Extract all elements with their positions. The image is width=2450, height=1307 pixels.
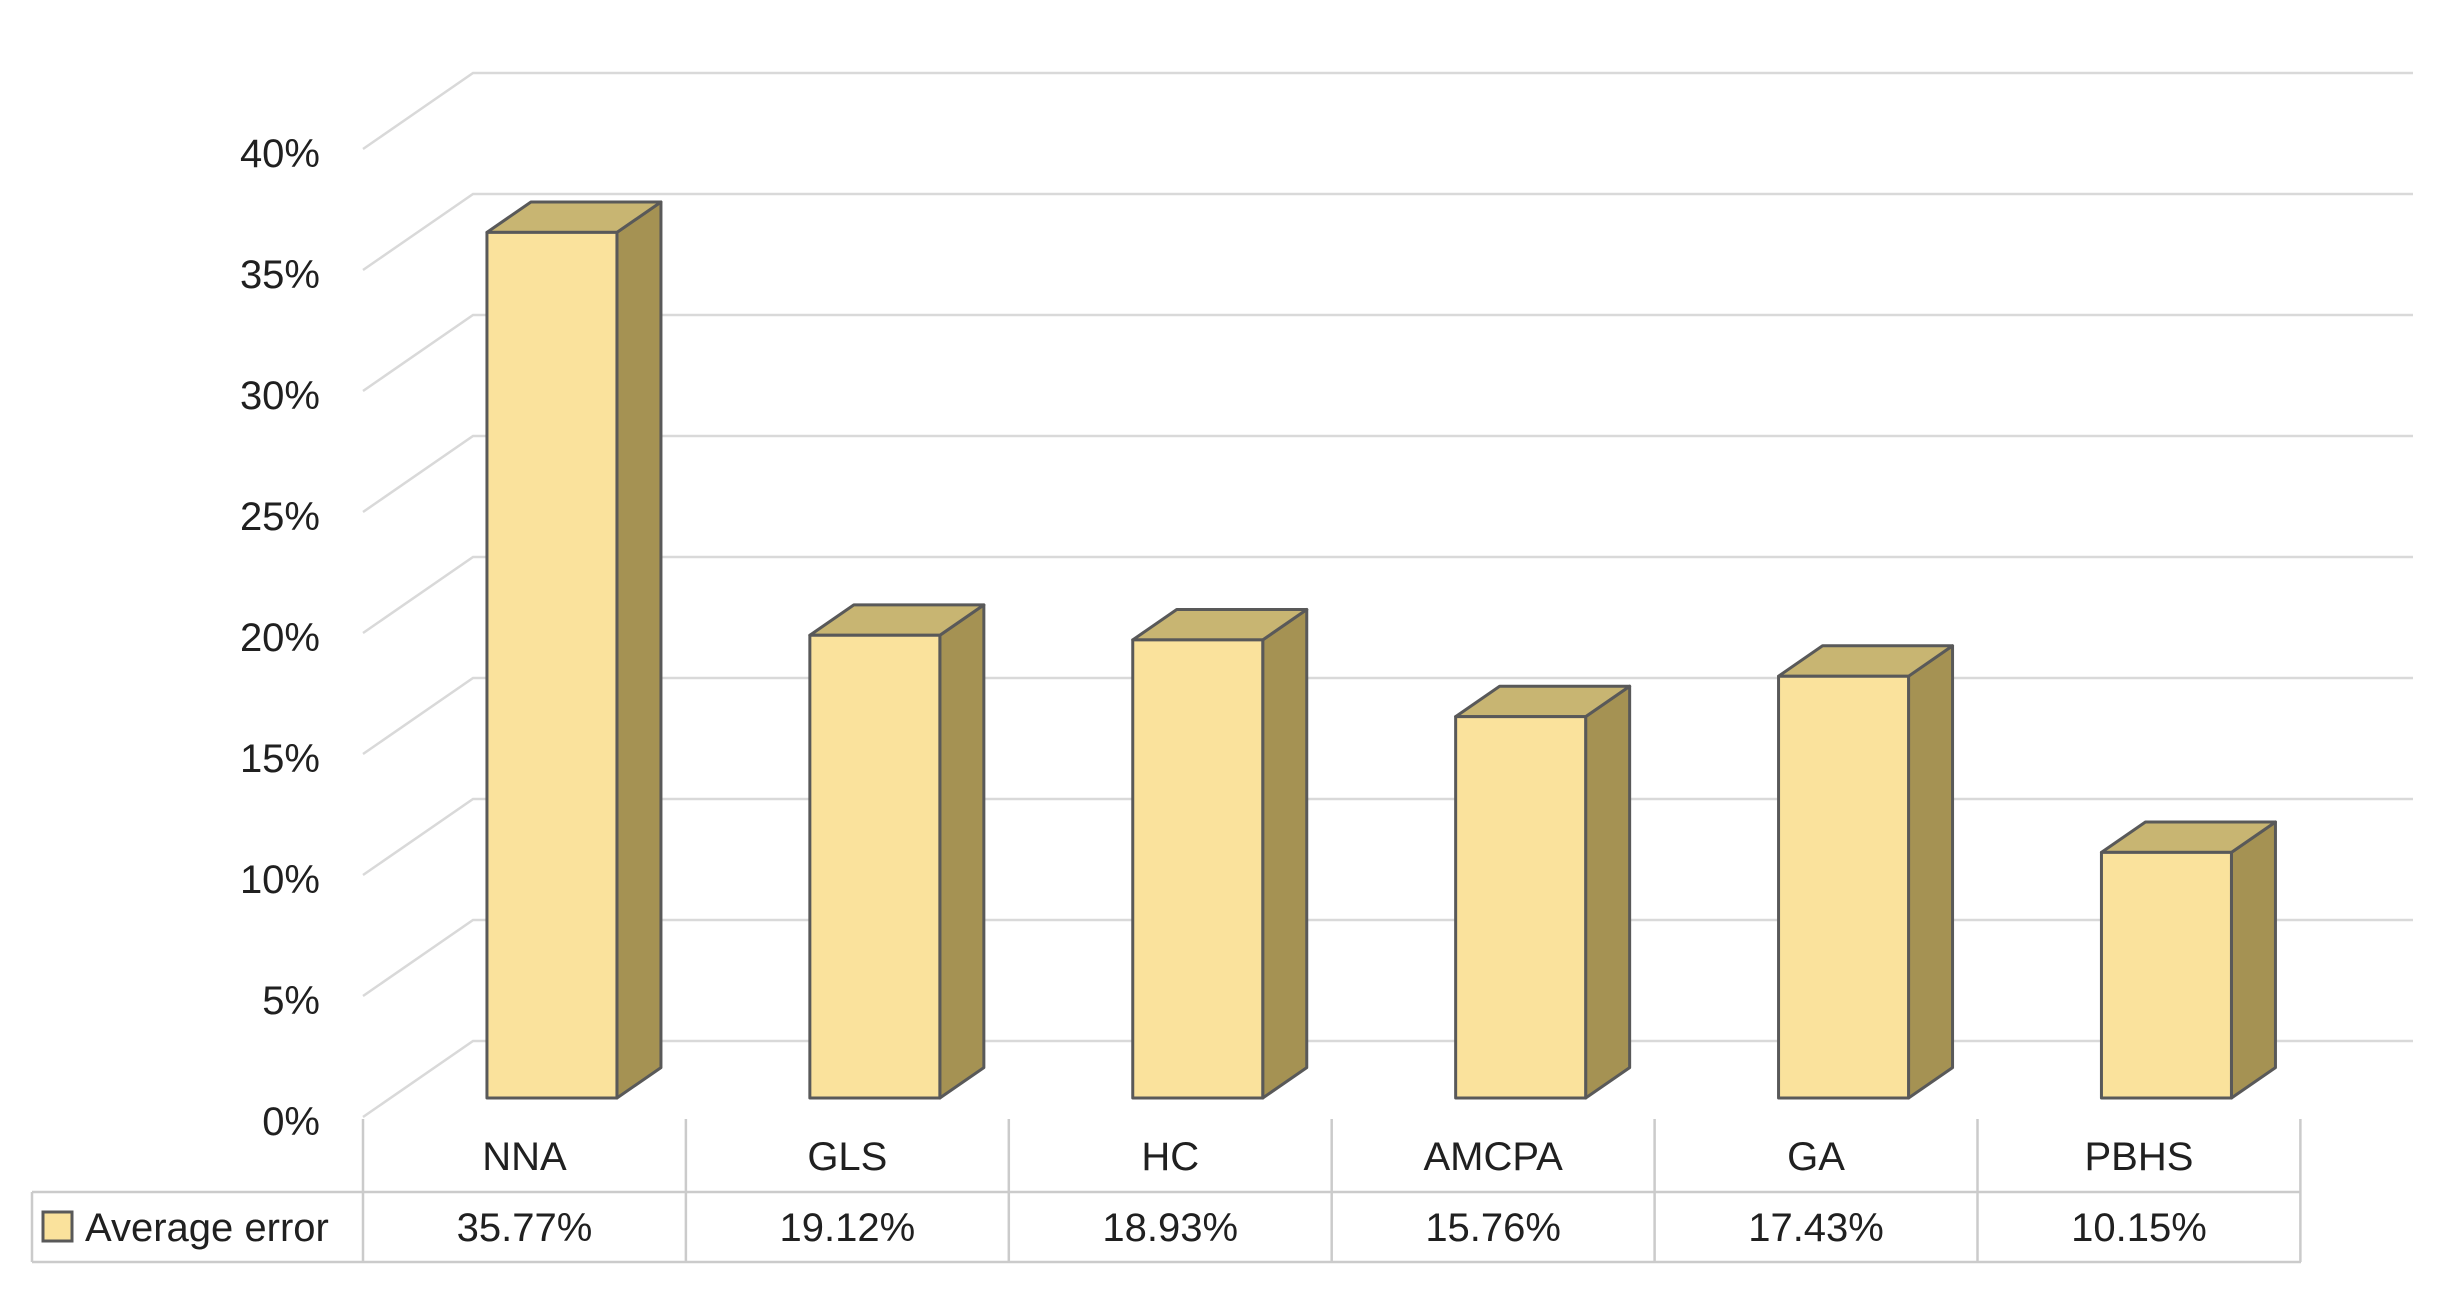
- y-tick-label-20pct: 20%: [240, 616, 320, 660]
- bar-front-face: [1777, 674, 1911, 1100]
- data-table-values: 35.77% 19.12% 18.93% 15.76% 17.43% 10.15%: [457, 1206, 2207, 1250]
- y-tick-label-30pct: 30%: [240, 374, 320, 418]
- y-axis-tick-labels: 0% 5% 10% 15% 20% 25% 30% 35% 40%: [240, 132, 320, 1144]
- bar-side-face: [1584, 684, 1632, 1100]
- value-label-HC: 18.93%: [1102, 1206, 1238, 1250]
- bar-side-face: [615, 200, 663, 1100]
- bar-GLS: [808, 603, 986, 1100]
- gridline-40pct: [362, 71, 2413, 151]
- category-label-PBHS: PBHS: [2084, 1135, 2193, 1179]
- bar-side-face: [2229, 820, 2277, 1100]
- gridline-30pct: [362, 313, 2413, 393]
- y-tick-label-5pct: 5%: [262, 979, 320, 1023]
- bar-front-face: [2099, 850, 2233, 1100]
- y-tick-label-10pct: 10%: [240, 858, 320, 902]
- category-label-GA: GA: [1787, 1135, 1845, 1179]
- category-label-NNA: NNA: [482, 1135, 567, 1179]
- gridline-0pct: [362, 1039, 2413, 1119]
- bar-side-face: [1261, 607, 1309, 1100]
- gridline-10pct: [362, 797, 2413, 877]
- y-tick-label-35pct: 35%: [240, 253, 320, 297]
- legend-swatch-icon: [41, 1210, 74, 1243]
- legend-label: Average error: [85, 1206, 329, 1250]
- data-table-borders: [30, 1119, 2302, 1264]
- bar-PBHS: [2099, 820, 2277, 1100]
- bar-AMCPA: [1454, 684, 1632, 1100]
- gridline-5pct: [362, 918, 2413, 998]
- value-label-GA: 17.43%: [1748, 1206, 1884, 1250]
- category-label-AMCPA: AMCPA: [1424, 1135, 1564, 1179]
- bar-front-face: [1454, 715, 1588, 1100]
- bars: [485, 200, 2277, 1100]
- value-label-NNA: 35.77%: [457, 1206, 593, 1250]
- y-tick-label-15pct: 15%: [240, 737, 320, 781]
- y-tick-label-40pct: 40%: [240, 132, 320, 176]
- category-labels: NNA GLS HC AMCPA GA PBHS: [482, 1135, 2193, 1179]
- value-label-PBHS: 10.15%: [2071, 1206, 2207, 1250]
- bar-HC: [1131, 607, 1309, 1100]
- bar-front-face: [808, 633, 942, 1100]
- y-tick-label-25pct: 25%: [240, 495, 320, 539]
- bar-side-face: [1907, 644, 1955, 1100]
- category-label-HC: HC: [1141, 1135, 1199, 1179]
- bar-front-face: [1131, 638, 1265, 1100]
- bar-side-face: [938, 603, 986, 1100]
- gridlines: [362, 71, 2413, 1119]
- gridline-35pct: [362, 192, 2413, 272]
- bar-front-face: [485, 230, 619, 1100]
- y-tick-label-0pct: 0%: [262, 1100, 320, 1144]
- gridline-15pct: [362, 676, 2413, 756]
- category-label-GLS: GLS: [807, 1135, 887, 1179]
- bar-GA: [1777, 644, 1955, 1100]
- gridline-20pct: [362, 555, 2413, 635]
- legend: Average error: [41, 1206, 329, 1250]
- value-label-AMCPA: 15.76%: [1425, 1206, 1561, 1250]
- bar-NNA: [485, 200, 663, 1100]
- value-label-GLS: 19.12%: [780, 1206, 916, 1250]
- gridline-25pct: [362, 434, 2413, 514]
